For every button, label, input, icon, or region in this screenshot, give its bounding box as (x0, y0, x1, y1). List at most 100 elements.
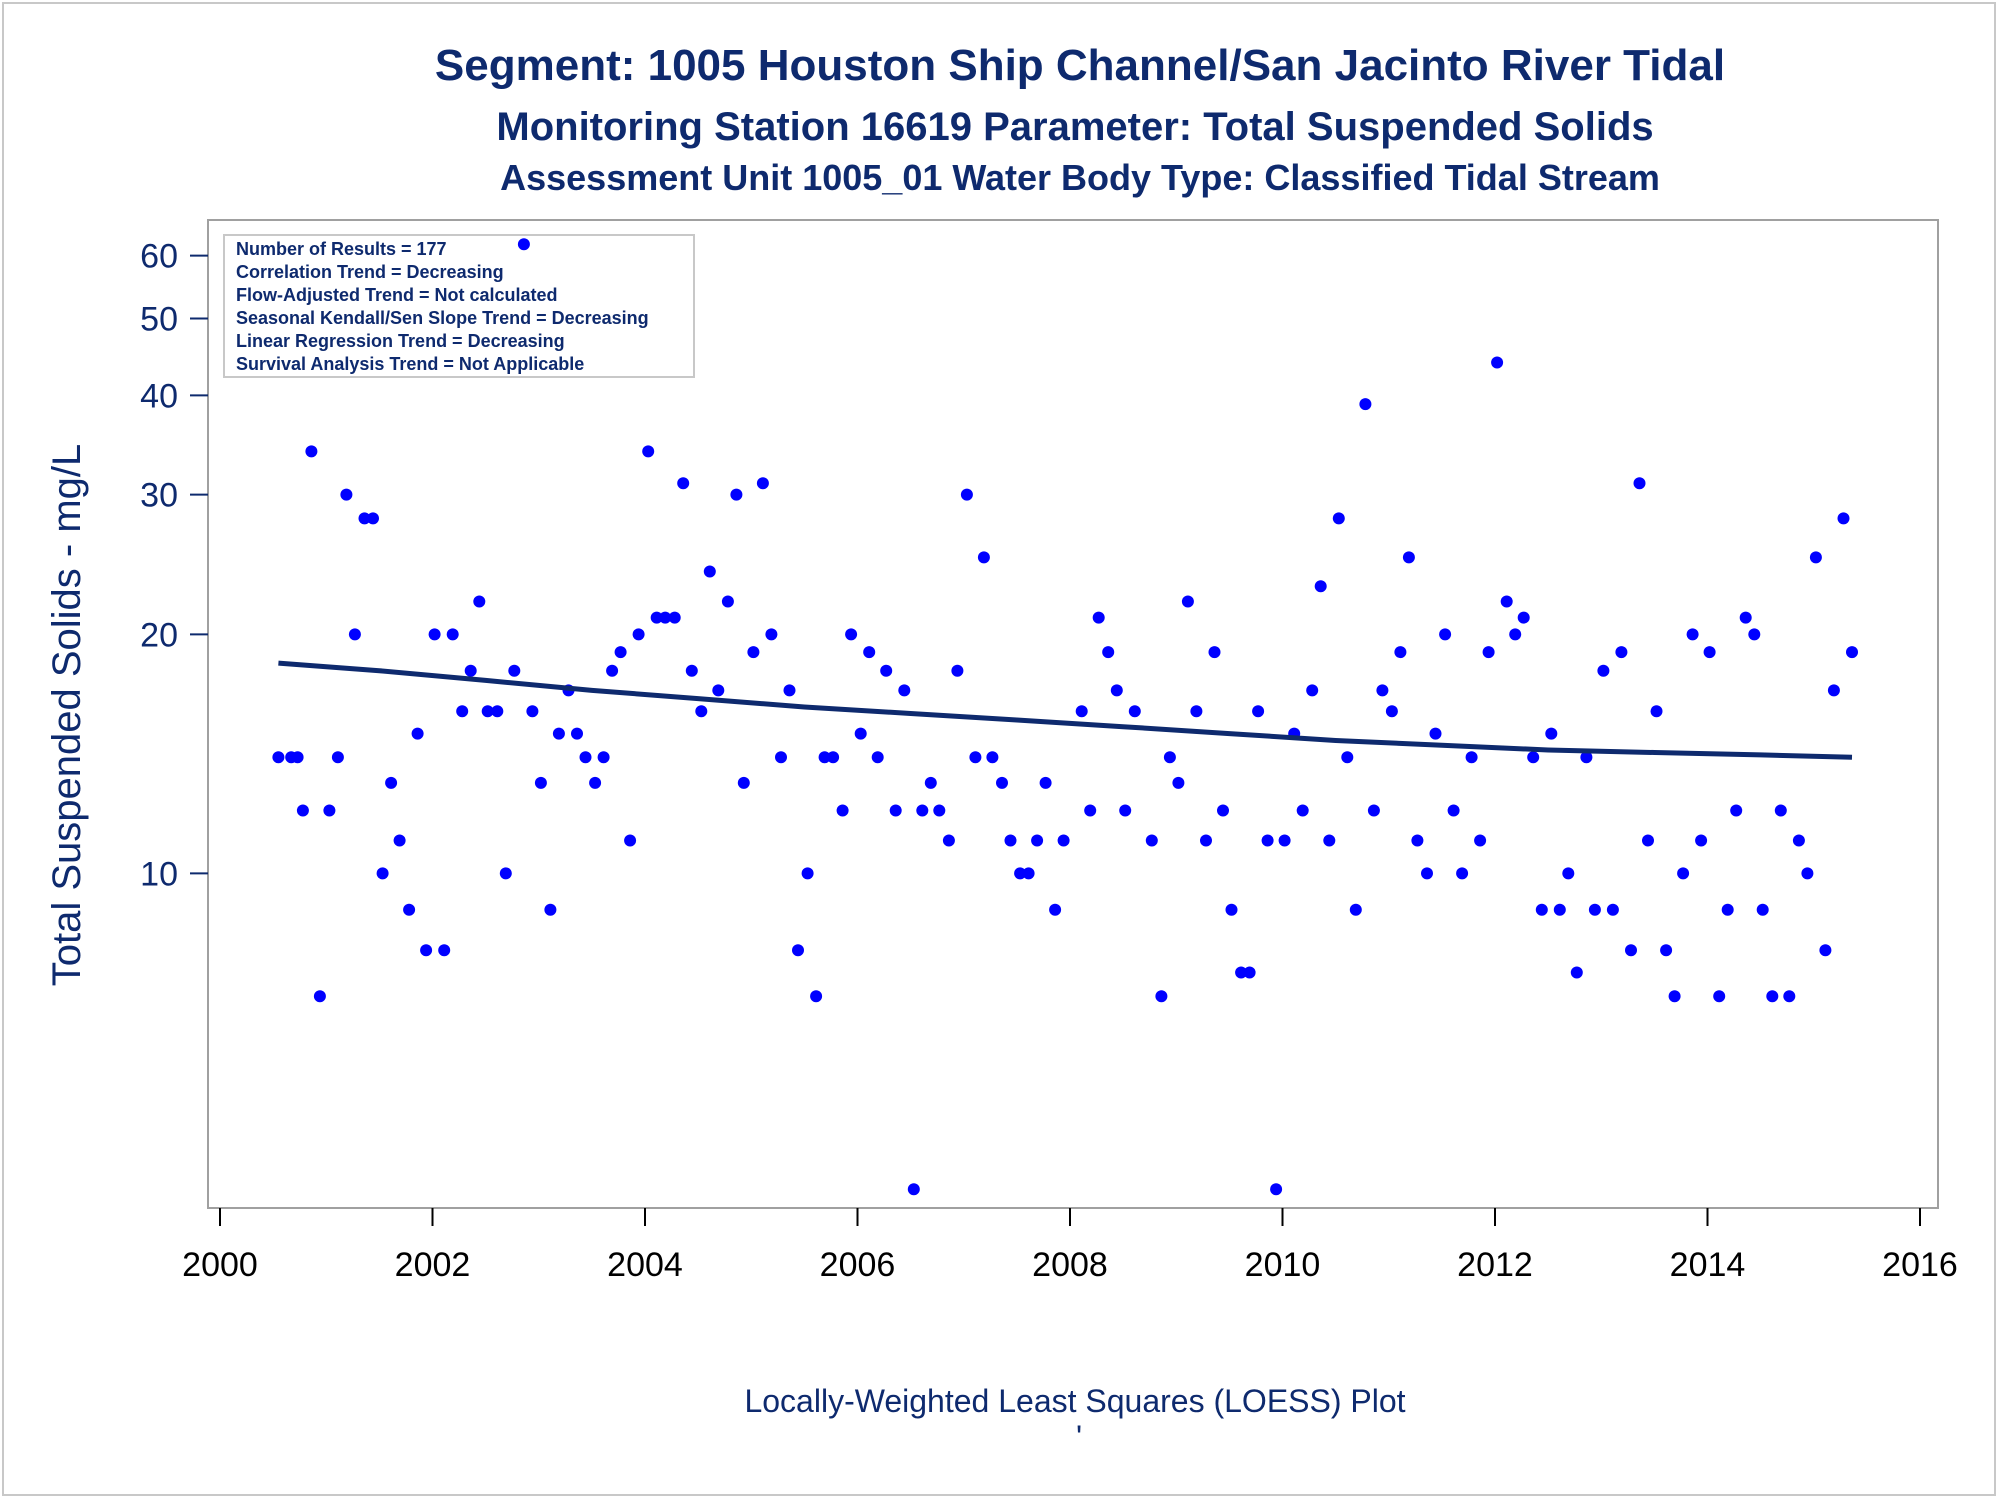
stat-line: Correlation Trend = Decreasing (236, 262, 504, 282)
chart-subtitle-2: Assessment Unit 1005_01 Water Body Type:… (500, 157, 1660, 198)
data-point (272, 751, 285, 764)
data-point (464, 664, 477, 677)
x-tick-label: 2006 (820, 1246, 896, 1284)
data-point (960, 488, 973, 501)
data-point (650, 611, 663, 624)
data-point (1827, 684, 1840, 697)
data-point (737, 776, 750, 789)
data-point (1721, 903, 1734, 916)
data-point (1075, 705, 1088, 718)
data-point (348, 628, 361, 641)
data-point (827, 751, 840, 764)
data-point (907, 1183, 920, 1196)
data-point (1155, 990, 1168, 1003)
data-point (1562, 867, 1575, 880)
data-point (597, 751, 610, 764)
stats-box-border (223, 234, 695, 378)
data-point (1686, 628, 1699, 641)
data-point (1439, 628, 1452, 641)
x-tick-label: 2000 (182, 1246, 258, 1284)
data-point (323, 804, 336, 817)
data-point (986, 751, 999, 764)
footnote: Locally-Weighted Least Squares (LOESS) P… (744, 1383, 1405, 1419)
data-point (1014, 867, 1027, 880)
data-point (1172, 776, 1185, 789)
data-point (1049, 903, 1062, 916)
data-point (367, 512, 379, 525)
data-point (1145, 834, 1158, 847)
y-axis-label: Total Suspended Solids - mg/L (45, 444, 89, 987)
x-axis: 2000 2002 2004 2006 2008 2010 2012 2014 2016 (182, 1208, 1958, 1284)
data-point (1783, 990, 1796, 1003)
chart-subtitle: Monitoring Station 16619 Parameter: Tota… (496, 105, 1653, 149)
data-point (1756, 903, 1769, 916)
data-point (642, 445, 655, 458)
data-point (1200, 834, 1212, 847)
data-point (1447, 804, 1460, 817)
data-point (385, 776, 398, 789)
data-point (1615, 646, 1628, 659)
data-point (1482, 646, 1495, 659)
data-point (801, 867, 814, 880)
data-point (552, 727, 565, 740)
data-point (1296, 804, 1309, 817)
data-point (1004, 834, 1017, 847)
data-point (456, 705, 469, 718)
data-point (880, 664, 893, 677)
data-point (1500, 595, 1513, 608)
trend-line (278, 660, 1853, 760)
data-point (703, 565, 716, 578)
data-point (1402, 551, 1415, 564)
x-tick-label: 2016 (1882, 1246, 1958, 1284)
data-point (898, 684, 911, 697)
data-point (481, 705, 494, 718)
data-point (1819, 944, 1832, 957)
data-point (1774, 804, 1787, 817)
data-point (1181, 595, 1194, 608)
data-point (1092, 611, 1105, 624)
data-point (1465, 751, 1478, 764)
y-tick-label: 20 (140, 616, 178, 654)
data-point (358, 512, 371, 525)
stat-line: Seasonal Kendall/Sen Slope Trend = Decre… (236, 308, 649, 328)
data-point (871, 751, 884, 764)
data-point (916, 804, 929, 817)
data-point (624, 834, 637, 847)
data-point (340, 488, 353, 501)
data-point (1491, 356, 1504, 369)
data-point (313, 990, 326, 1003)
data-point (473, 595, 486, 608)
data-point (1031, 834, 1044, 847)
data-point (765, 628, 778, 641)
x-tick-label: 2002 (395, 1246, 471, 1284)
data-point (491, 705, 504, 718)
data-point (1057, 834, 1070, 847)
data-point (305, 445, 318, 458)
data-point (571, 727, 583, 740)
data-point (1367, 804, 1380, 817)
data-point (1261, 834, 1274, 847)
data-point (933, 804, 946, 817)
x-tick-label: 2014 (1670, 1246, 1746, 1284)
data-point (526, 705, 539, 718)
data-point (1766, 990, 1779, 1003)
data-point (331, 751, 344, 764)
data-point (792, 944, 804, 957)
data-point (1597, 664, 1610, 677)
data-point (632, 628, 645, 641)
plot-area (207, 219, 1939, 1209)
data-points (272, 238, 1858, 1196)
data-point (969, 751, 982, 764)
stat-line: Number of Results = 177 (236, 239, 447, 259)
data-point (1084, 804, 1097, 817)
data-point (534, 776, 547, 789)
stat-line: Flow-Adjusted Trend = Not calculated (236, 285, 558, 305)
data-point (1509, 628, 1522, 641)
data-point (1650, 705, 1663, 718)
data-point (924, 776, 937, 789)
data-point (1235, 966, 1248, 979)
data-point (783, 684, 796, 697)
x-tick-label: 2004 (607, 1246, 683, 1284)
data-point (1306, 684, 1319, 697)
y-tick-label: 60 (140, 238, 178, 276)
